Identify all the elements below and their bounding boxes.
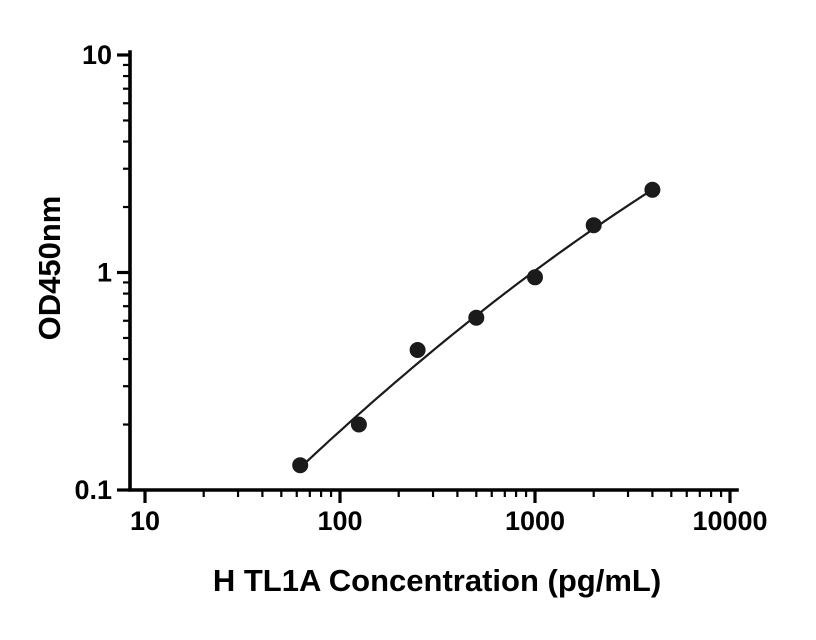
plot-elements: 10 100 1000 10000 0.1 1 10 [74,40,767,536]
x-tick-label: 1000 [505,506,565,536]
data-point [468,309,485,326]
x-axis-title: H TL1A Concentration (pg/mL) [213,563,661,598]
data-point [409,342,426,358]
y-axis-title: OD450nm [32,196,67,341]
data-point [527,269,543,286]
data-point [350,416,367,433]
axes-frame [128,50,739,492]
data-point [644,181,661,198]
y-tick-label: 10 [82,40,112,70]
y-tick-label: 1 [97,258,112,288]
y-tick-label: 0.1 [74,475,112,505]
x-tick-label: 10 [130,506,160,536]
data-point [585,217,602,234]
data-point [292,457,309,474]
x-tick-label: 100 [317,506,362,536]
x-tick-label: 10000 [692,506,767,536]
